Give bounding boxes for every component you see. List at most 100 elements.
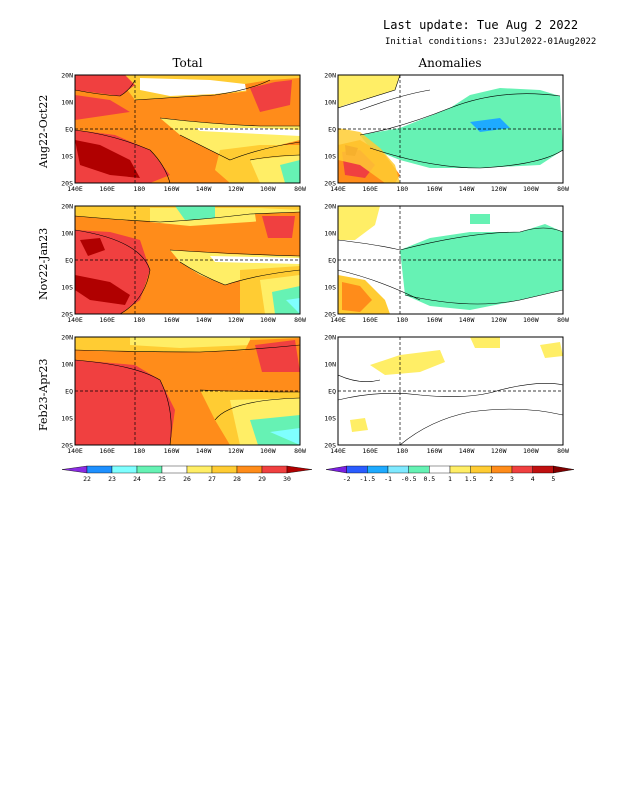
lon-tick-label: 140W <box>196 185 212 193</box>
colorbar-tick-label: 28 <box>233 475 241 483</box>
lon-tick-label: 180 <box>133 447 145 455</box>
lon-tick-label: 140E <box>67 185 83 193</box>
colorbar-tick-label: -1.5 <box>360 475 376 483</box>
lon-tick-label: 160E <box>99 447 115 455</box>
colorbar-segment <box>553 465 575 474</box>
colorbar-segment <box>211 465 238 474</box>
colorbar-segment <box>367 465 389 474</box>
lat-tick-label: EQ <box>328 388 336 396</box>
colorbar-tick-label: -1 <box>384 475 392 483</box>
lat-tick-label: EQ <box>328 257 336 265</box>
colorbar-tick-label: 1.5 <box>465 475 477 483</box>
colorbar-segment <box>61 465 88 474</box>
lon-tick-label: 160W <box>164 316 180 324</box>
lon-tick-label: 140W <box>196 447 212 455</box>
lon-tick-label: 160W <box>427 316 443 324</box>
lon-tick-label: 160W <box>164 447 180 455</box>
lon-tick-label: 100W <box>260 185 276 193</box>
lon-tick-label: 80W <box>557 185 569 193</box>
colorbar-tick-label: 0.5 <box>423 475 435 483</box>
anomaly-map-feb-apr <box>338 337 563 445</box>
lat-tick-label: 10N <box>61 361 73 369</box>
lon-tick-label: 140E <box>330 185 346 193</box>
colorbar-segment <box>511 465 533 474</box>
colorbar-segment <box>325 465 347 474</box>
lon-tick-label: 120W <box>228 316 244 324</box>
last-update-text: Last update: Tue Aug 2 2022 <box>383 18 579 32</box>
colorbar-tick-label: 26 <box>183 475 191 483</box>
colorbar-segment <box>186 465 213 474</box>
lat-tick-label: 20S <box>61 442 73 450</box>
lat-tick-label: EQ <box>328 126 336 134</box>
colorbar-tick-label: 2 <box>489 475 493 483</box>
colorbar-segment <box>449 465 471 474</box>
lat-tick-label: 10S <box>324 284 336 292</box>
lon-tick-label: 80W <box>294 447 306 455</box>
lat-tick-label: 20S <box>324 442 336 450</box>
colorbar-tick-label: 3 <box>510 475 514 483</box>
lon-tick-label: 180 <box>396 447 408 455</box>
colorbar-segment <box>136 465 163 474</box>
lon-tick-label: 140E <box>67 316 83 324</box>
lat-tick-label: 20N <box>324 72 336 80</box>
lon-tick-label: 80W <box>294 185 306 193</box>
colorbar-segment <box>470 465 492 474</box>
colorbar-tick-label: 4 <box>531 475 535 483</box>
lat-tick-label: EQ <box>65 257 73 265</box>
colorbar-tick-label: 23 <box>108 475 116 483</box>
colorbar-segment <box>161 465 188 474</box>
lat-tick-label: 10N <box>324 361 336 369</box>
lat-tick-label: 20N <box>61 334 73 342</box>
lon-tick-label: 160W <box>427 447 443 455</box>
colorbar-segment <box>346 465 368 474</box>
lat-tick-label: 20N <box>61 203 73 211</box>
lat-tick-label: 20N <box>324 203 336 211</box>
colorbar-segment <box>261 465 288 474</box>
colorbar-tick-label: 30 <box>283 475 291 483</box>
lon-tick-label: 80W <box>557 316 569 324</box>
lon-tick-label: 140E <box>330 316 346 324</box>
lon-tick-label: 160E <box>99 185 115 193</box>
lon-tick-label: 80W <box>294 316 306 324</box>
lon-tick-label: 160E <box>362 316 378 324</box>
total-map-aug-oct <box>75 75 300 183</box>
total-column-title: Total <box>172 56 203 70</box>
colorbar-segment <box>236 465 263 474</box>
colorbar-tick-label: 27 <box>208 475 216 483</box>
lat-tick-label: 10N <box>61 99 73 107</box>
lon-tick-label: 100W <box>523 447 539 455</box>
total-map-feb-apr <box>75 337 300 445</box>
lat-tick-label: EQ <box>65 388 73 396</box>
lat-tick-label: 20S <box>324 311 336 319</box>
lat-tick-label: 10N <box>61 230 73 238</box>
lon-tick-label: 160E <box>362 447 378 455</box>
lon-tick-label: 140W <box>459 185 475 193</box>
lon-tick-label: 180 <box>133 316 145 324</box>
lon-tick-label: 140W <box>459 316 475 324</box>
colorbar-segment <box>387 465 409 474</box>
lon-tick-label: 100W <box>260 316 276 324</box>
colorbar-segment <box>491 465 513 474</box>
lon-tick-label: 120W <box>491 316 507 324</box>
anomaly-colorbar: -2 -1.5 -1 -0.5 0.5 1 1.5 2 3 4 5 <box>325 465 575 483</box>
lat-tick-label: 10N <box>324 230 336 238</box>
lat-tick-label: 20S <box>324 180 336 188</box>
colorbar-segment <box>429 465 451 474</box>
lon-tick-label: 180 <box>396 316 408 324</box>
lat-tick-label: 20S <box>61 311 73 319</box>
lat-tick-label: 20N <box>324 334 336 342</box>
lon-tick-label: 140E <box>67 447 83 455</box>
lat-tick-label: 20S <box>61 180 73 188</box>
colorbar-tick-label: 29 <box>258 475 266 483</box>
colorbar-tick-label: 1 <box>448 475 452 483</box>
lon-tick-label: 160E <box>99 316 115 324</box>
lon-tick-label: 120W <box>491 447 507 455</box>
lon-tick-label: 120W <box>491 185 507 193</box>
lon-tick-label: 140E <box>330 447 346 455</box>
lon-tick-label: 80W <box>557 447 569 455</box>
colorbar-tick-label: -2 <box>343 475 351 483</box>
colorbar-tick-label: -0.5 <box>401 475 417 483</box>
lat-tick-label: 10N <box>324 99 336 107</box>
lat-tick-label: EQ <box>65 126 73 134</box>
